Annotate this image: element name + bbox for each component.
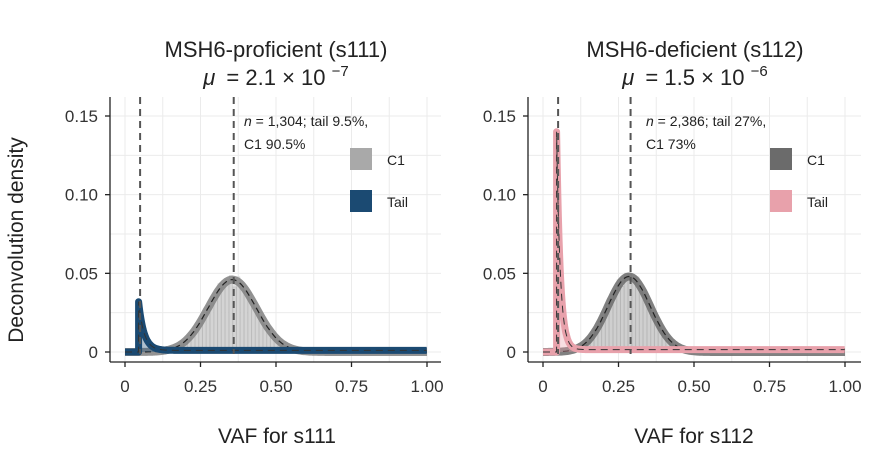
y-tick-label: 0 bbox=[507, 343, 516, 362]
panel-proficient: MSH6-proficient (s111) μ = 2.1 × 10 −7 0… bbox=[65, 37, 444, 448]
x-tick-label: 0 bbox=[538, 377, 547, 396]
legend-swatch-tail bbox=[770, 190, 792, 212]
x-tick-label: 0.75 bbox=[335, 377, 368, 396]
legend-label-c1: C1 bbox=[807, 152, 825, 168]
sample-annotation-line2: C1 90.5% bbox=[244, 136, 305, 152]
grid bbox=[528, 97, 861, 362]
y-tick-label: 0 bbox=[89, 343, 98, 362]
legend-label-tail: Tail bbox=[387, 194, 408, 210]
reference-lines bbox=[557, 97, 632, 354]
n-stats: = 1,304; tail 9.5%, bbox=[252, 113, 368, 129]
y-tick-label: 0.10 bbox=[65, 186, 98, 205]
x-tick-label: 1.00 bbox=[828, 377, 861, 396]
x-axis-label: VAF for s112 bbox=[634, 425, 753, 448]
y-tick-labels: 0 0.05 0.10 0.15 bbox=[483, 107, 516, 362]
axes bbox=[523, 97, 861, 367]
n-stats: = 2,386; tail 27%, bbox=[654, 113, 766, 129]
x-tick-label: 0.50 bbox=[677, 377, 710, 396]
x-tick-labels: 0 0.25 0.50 0.75 1.00 bbox=[538, 377, 861, 396]
mu-value: = 1.5 × 10 bbox=[645, 65, 744, 90]
x-tick-label: 1.00 bbox=[410, 377, 443, 396]
mu-symbol: μ bbox=[202, 65, 215, 90]
series-tail-fit-line bbox=[543, 131, 845, 353]
x-tick-label: 0.25 bbox=[184, 377, 217, 396]
mu-exponent: −6 bbox=[751, 63, 768, 80]
n-symbol: n bbox=[244, 113, 252, 129]
y-tick-label: 0.05 bbox=[483, 264, 516, 283]
sample-annotation-line1: n = 2,386; tail 27%, bbox=[646, 113, 766, 129]
x-axis-label: VAF for s111 bbox=[218, 425, 336, 448]
sample-annotation-line1: n = 1,304; tail 9.5%, bbox=[244, 113, 368, 129]
x-tick-label: 0.50 bbox=[259, 377, 292, 396]
x-tick-label: 0.25 bbox=[602, 377, 635, 396]
series-c1-area bbox=[125, 279, 427, 352]
x-tick-label: 0 bbox=[120, 377, 129, 396]
x-tick-labels: 0 0.25 0.50 0.75 1.00 bbox=[120, 377, 443, 396]
mu-value: = 2.1 × 10 bbox=[226, 65, 325, 90]
x-tick-label: 0.75 bbox=[753, 377, 786, 396]
sample-annotation-line2: C1 73% bbox=[646, 136, 696, 152]
y-axis-label: Deconvolution density bbox=[5, 137, 28, 343]
panel-title: MSH6-deficient (s112) bbox=[586, 37, 803, 62]
legend: C1 Tail bbox=[770, 148, 828, 212]
density-areas bbox=[122, 275, 430, 356]
mu-exponent: −7 bbox=[332, 63, 349, 80]
legend: C1 Tail bbox=[350, 148, 408, 212]
legend-swatch-c1 bbox=[770, 148, 792, 170]
panel-title: MSH6-proficient (s111) bbox=[165, 37, 388, 62]
n-symbol: n bbox=[646, 113, 654, 129]
y-tick-label: 0.15 bbox=[483, 107, 516, 126]
mutation-rate-label: μ = 1.5 × 10 −6 bbox=[621, 63, 768, 90]
reference-lines bbox=[139, 97, 235, 354]
legend-swatch-c1 bbox=[350, 148, 372, 170]
y-tick-label: 0.10 bbox=[483, 186, 516, 205]
series-c1-area bbox=[543, 276, 845, 352]
legend-label-c1: C1 bbox=[387, 152, 405, 168]
mu-symbol: μ bbox=[621, 65, 634, 90]
y-tick-label: 0.05 bbox=[65, 264, 98, 283]
axes bbox=[105, 97, 441, 367]
legend-swatch-tail bbox=[350, 190, 372, 212]
legend-label-tail: Tail bbox=[807, 194, 828, 210]
series-tail-fit-line bbox=[125, 301, 427, 353]
mutation-rate-label: μ = 2.1 × 10 −7 bbox=[202, 63, 349, 90]
y-tick-label: 0.15 bbox=[65, 107, 98, 126]
y-tick-labels: 0 0.05 0.10 0.15 bbox=[65, 107, 98, 362]
